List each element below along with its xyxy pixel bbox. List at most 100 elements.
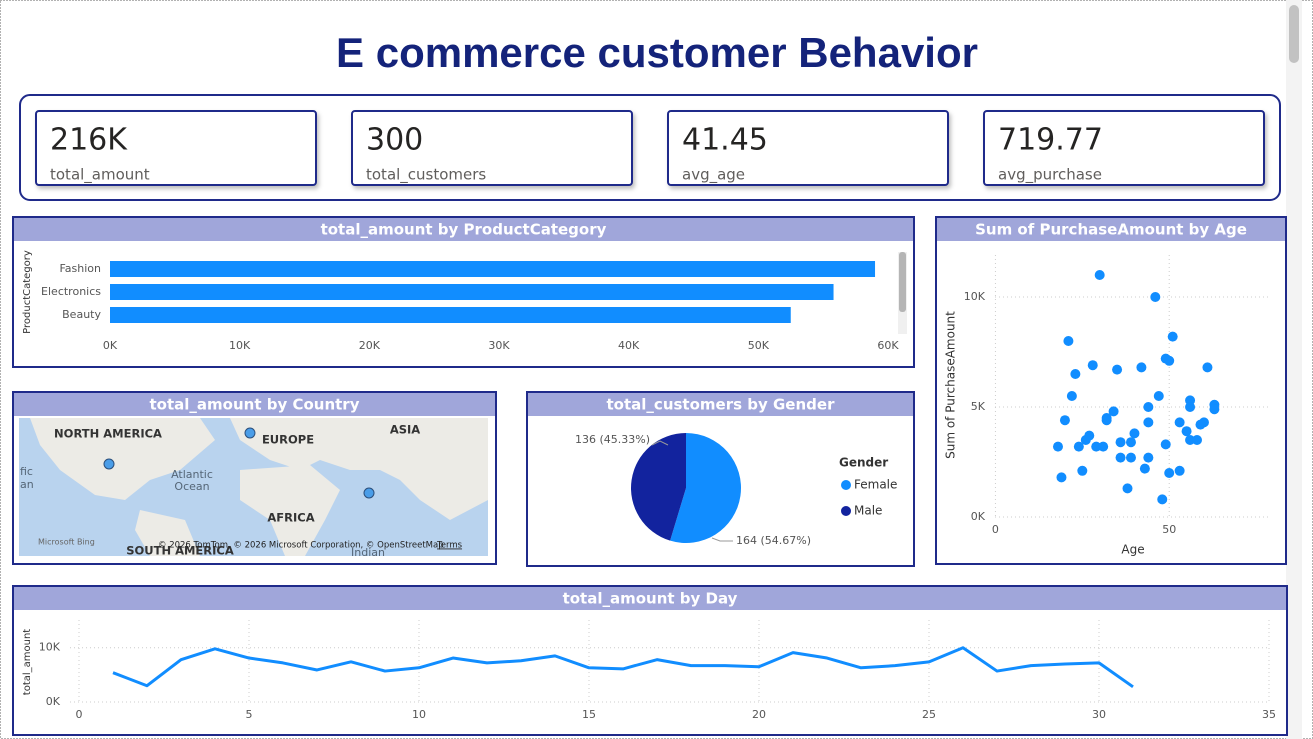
land (135, 510, 200, 556)
panel (12, 585, 1288, 736)
panel-header (528, 393, 913, 416)
scrollbar[interactable] (1286, 0, 1302, 739)
panel (12, 216, 915, 368)
scatter-point[interactable] (1202, 362, 1213, 373)
scroll-thumb[interactable] (1289, 5, 1299, 63)
scatter-point[interactable] (1129, 428, 1140, 439)
scatter-point[interactable] (1059, 415, 1070, 426)
scatter-point[interactable] (1080, 435, 1091, 445)
scatter-point[interactable] (1167, 331, 1178, 342)
scatter-point[interactable] (1139, 463, 1150, 474)
scatter-point[interactable] (1115, 452, 1126, 463)
scatter-point[interactable] (1160, 439, 1171, 450)
legend-label[interactable]: Male (854, 504, 882, 518)
scatter-point[interactable] (1185, 402, 1196, 412)
legend-label[interactable]: Female (854, 478, 897, 492)
scatter-point[interactable] (1143, 402, 1154, 412)
scatter-point[interactable] (1070, 369, 1081, 379)
y-axis-title: Sum of PurchaseAmount (944, 311, 958, 459)
panel (12, 391, 497, 565)
kpi-label: avg_purchase (998, 166, 1102, 185)
scatter-point[interactable] (1195, 419, 1206, 430)
y-axis-title: ProductCategory (22, 250, 33, 334)
panel-title: total_amount by ProductCategory (321, 221, 607, 239)
y-tick-label: 5K (971, 400, 986, 413)
scatter-point[interactable] (1192, 435, 1203, 445)
scatter-point[interactable] (1063, 336, 1074, 346)
pie-slice[interactable] (670, 433, 741, 543)
map-terms[interactable]: Terms (436, 541, 463, 551)
panel (935, 216, 1287, 565)
x-tick-label: 25 (922, 708, 936, 721)
panel-title: total_amount by Day (563, 590, 738, 608)
kpi-label: avg_age (682, 166, 745, 185)
x-tick-label: 40K (618, 339, 640, 352)
legend-marker[interactable] (841, 506, 851, 516)
scatter-point[interactable] (1115, 437, 1126, 448)
kpi-card (667, 110, 949, 186)
legend-marker[interactable] (841, 480, 851, 490)
scatter-point[interactable] (1066, 391, 1077, 401)
map-base (19, 418, 488, 556)
panel-title: Sum of PurchaseAmount by Age (975, 221, 1247, 239)
scatter-point[interactable] (1098, 441, 1109, 452)
x-tick-label: 35 (1262, 708, 1276, 721)
scatter-point[interactable] (1174, 465, 1185, 476)
kpi-value: 216K (50, 123, 128, 158)
map-label: ASIA (390, 423, 420, 437)
bar[interactable] (110, 284, 834, 300)
cards-container (19, 94, 1281, 201)
panel (526, 391, 915, 567)
scatter-point[interactable] (1153, 391, 1164, 401)
y-tick-label: 10K (964, 290, 986, 303)
scatter-point[interactable] (1174, 417, 1185, 428)
map-bubble[interactable] (363, 487, 375, 499)
scatter-point[interactable] (1122, 483, 1133, 494)
scatter-point[interactable] (1108, 406, 1119, 417)
scatter-point[interactable] (1164, 355, 1175, 366)
panel-header (937, 218, 1285, 241)
scatter-point[interactable] (1112, 364, 1123, 375)
land (30, 418, 215, 500)
kpi-label: total_amount (50, 166, 150, 185)
map-bubble[interactable] (244, 427, 256, 439)
map-bubble[interactable] (103, 458, 115, 470)
scatter-point[interactable] (1185, 435, 1196, 445)
scatter-point[interactable] (1150, 292, 1161, 302)
scatter-point[interactable] (1164, 468, 1175, 478)
y-tick-label: Electronics (41, 285, 101, 298)
scatter-point[interactable] (1101, 415, 1112, 426)
scatter-point[interactable] (1143, 452, 1154, 463)
legend-title: Gender (839, 456, 888, 470)
scatter-point[interactable] (1125, 437, 1136, 448)
scatter-point[interactable] (1209, 404, 1220, 415)
scatter-point[interactable] (1181, 426, 1192, 437)
line-series[interactable] (112, 646, 1134, 689)
pie-slice[interactable] (630, 433, 686, 541)
scatter-point[interactable] (1136, 362, 1147, 373)
x-tick-label: 20K (359, 339, 381, 352)
land (240, 465, 340, 556)
x-tick-label: 0 (76, 708, 83, 721)
scatter-point[interactable] (1091, 441, 1102, 452)
kpi-value: 41.45 (682, 123, 768, 158)
scatter-point[interactable] (1052, 441, 1063, 452)
x-axis-title: Age (1121, 543, 1144, 557)
bar[interactable] (110, 261, 876, 277)
scatter-point[interactable] (1056, 472, 1067, 483)
scatter-point[interactable] (1157, 494, 1168, 505)
scatter-point[interactable] (1073, 441, 1084, 452)
bar[interactable] (110, 307, 791, 323)
scatter-point[interactable] (1143, 417, 1154, 428)
scatter-point[interactable] (1094, 270, 1105, 280)
x-tick-label: 0K (103, 339, 118, 352)
x-tick-label: 30K (488, 339, 510, 352)
x-tick-label: 50K (748, 339, 770, 352)
scroll-thumb[interactable] (899, 252, 906, 312)
map-attribution: © 2026 TomTom, © 2026 Microsoft Corporat… (158, 541, 444, 551)
x-tick-label: 10K (229, 339, 251, 352)
scatter-point[interactable] (1077, 465, 1088, 476)
scatter-point[interactable] (1087, 360, 1098, 371)
scatter-point[interactable] (1125, 452, 1136, 463)
